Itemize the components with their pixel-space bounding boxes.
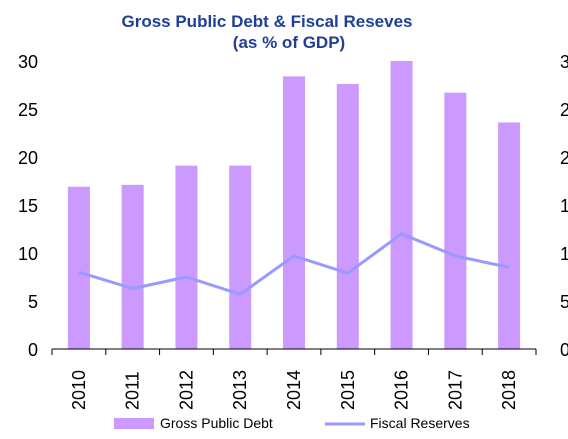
legend: Gross Public Debt Fiscal Reserves [114, 415, 470, 431]
x-tick-label: 2011 [123, 371, 143, 410]
y-tick-label: 20 [18, 148, 38, 168]
x-tick-label: 2012 [176, 370, 196, 410]
x-tick-label: 2015 [338, 370, 358, 410]
x-tick-label: 2017 [445, 370, 465, 410]
y-tick-label: 0 [28, 340, 38, 360]
bar-series [67, 61, 521, 350]
bar-gross-public-debt [498, 122, 521, 349]
chart-title-line1: Gross Public Debt & Fiscal Reseves [121, 12, 412, 31]
bar-gross-public-debt [67, 186, 90, 349]
right-y-tick-label: 30 [560, 52, 568, 72]
x-tick-label: 2018 [499, 370, 519, 410]
legend-label-gross-public-debt: Gross Public Debt [160, 415, 273, 431]
line-series [78, 232, 510, 296]
x-tick-label: 2014 [284, 370, 304, 410]
bar-gross-public-debt [175, 165, 198, 349]
right-y-axis-ticks: 0 5 10 15 20 25 30 [560, 52, 568, 360]
y-axis-ticks: 0 5 10 15 20 25 30 [18, 52, 38, 360]
right-y-tick-label: 25 [560, 100, 568, 120]
bar-gross-public-debt [283, 76, 305, 350]
bar-gross-public-debt [444, 92, 467, 350]
right-y-tick-label: 15 [560, 196, 568, 216]
bar-gross-public-debt [336, 84, 359, 349]
y-tick-label: 10 [18, 244, 38, 264]
bar-gross-public-debt [121, 184, 144, 349]
x-axis: 2010 2011 2012 2013 2014 2015 2016 2017 2018 [51, 348, 537, 410]
x-tick-label: 2016 [392, 370, 412, 410]
y-tick-label: 25 [18, 100, 38, 120]
right-y-tick-label: 5 [560, 292, 568, 312]
y-tick-label: 30 [18, 52, 38, 72]
x-tick-label: 2013 [230, 370, 250, 410]
legend-label-fiscal-reserves: Fiscal Reserves [370, 415, 470, 431]
bar-gross-public-debt [390, 61, 413, 349]
right-y-tick-label: 10 [560, 244, 568, 264]
legend-swatch-gross-public-debt [114, 418, 154, 429]
y-tick-label: 15 [18, 196, 38, 216]
chart-title-line2: (as % of GDP) [233, 33, 345, 52]
y-tick-label: 5 [28, 292, 38, 312]
bar-gross-public-debt [229, 165, 252, 349]
x-tick-label: 2010 [69, 370, 89, 410]
right-y-tick-label: 20 [560, 148, 568, 168]
right-y-tick-label: 0 [560, 340, 568, 360]
line-fiscal-reserves [78, 232, 510, 296]
